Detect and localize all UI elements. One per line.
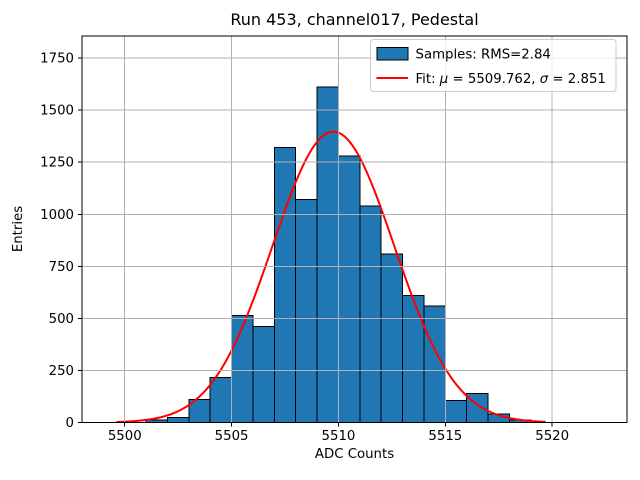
- x-tick-label-5510: 5510: [322, 429, 356, 444]
- plot-border: [81, 35, 628, 423]
- x-tick-label-5520: 5520: [535, 429, 569, 444]
- y-tick-label-0: 0: [66, 416, 74, 431]
- legend-frame: [370, 39, 617, 92]
- legend: Samples: RMS=2.84 Fit: μ = 5509.762, σ =…: [370, 39, 617, 92]
- x-tick-label-5500: 5500: [108, 429, 142, 444]
- histogram-bar-5505: [231, 314, 254, 423]
- histogram-bar-5508: [295, 199, 318, 423]
- y-axis-label: Entries: [11, 206, 26, 252]
- x-tick-label-5515: 5515: [428, 429, 462, 444]
- histogram-bar-5506: [252, 326, 275, 423]
- chart-title: Run 453, channel017, Pedestal: [230, 10, 478, 29]
- y-tick-label-1750: 1750: [40, 52, 74, 67]
- legend-fit-label: Fit: μ = 5509.762, σ = 2.851: [416, 72, 606, 87]
- histogram-bar-5515: [444, 400, 468, 424]
- y-tick-label-1500: 1500: [40, 104, 74, 119]
- histogram-bar-5510: [337, 155, 361, 423]
- axes-layer: [78, 35, 628, 427]
- x-axis-label: ADC Counts: [315, 447, 394, 462]
- histogram-bars-layer: [145, 86, 532, 424]
- histogram-bar-5504: [209, 377, 233, 423]
- y-tick-label-750: 750: [49, 260, 74, 275]
- legend-samples-label: Samples: RMS=2.84: [416, 48, 551, 63]
- histogram-bar-5512: [380, 253, 404, 423]
- y-tick-label-250: 250: [49, 364, 74, 379]
- x-tick-label-5505: 5505: [215, 429, 249, 444]
- gaussian-fit-curve: [116, 130, 546, 423]
- tick-labels-layer: 5500 5505 5510 5515 5520 0 250 500 750 1000 1250 15…: [40, 52, 569, 444]
- y-tick-label-1250: 1250: [40, 156, 74, 171]
- histogram-bar-5511: [359, 205, 382, 423]
- y-tick-label-500: 500: [49, 312, 74, 327]
- legend-samples-swatch: [376, 47, 409, 61]
- histogram-bar-5502: [166, 416, 190, 424]
- y-tick-label-1000: 1000: [40, 208, 74, 223]
- histogram-bar-5513: [402, 294, 425, 423]
